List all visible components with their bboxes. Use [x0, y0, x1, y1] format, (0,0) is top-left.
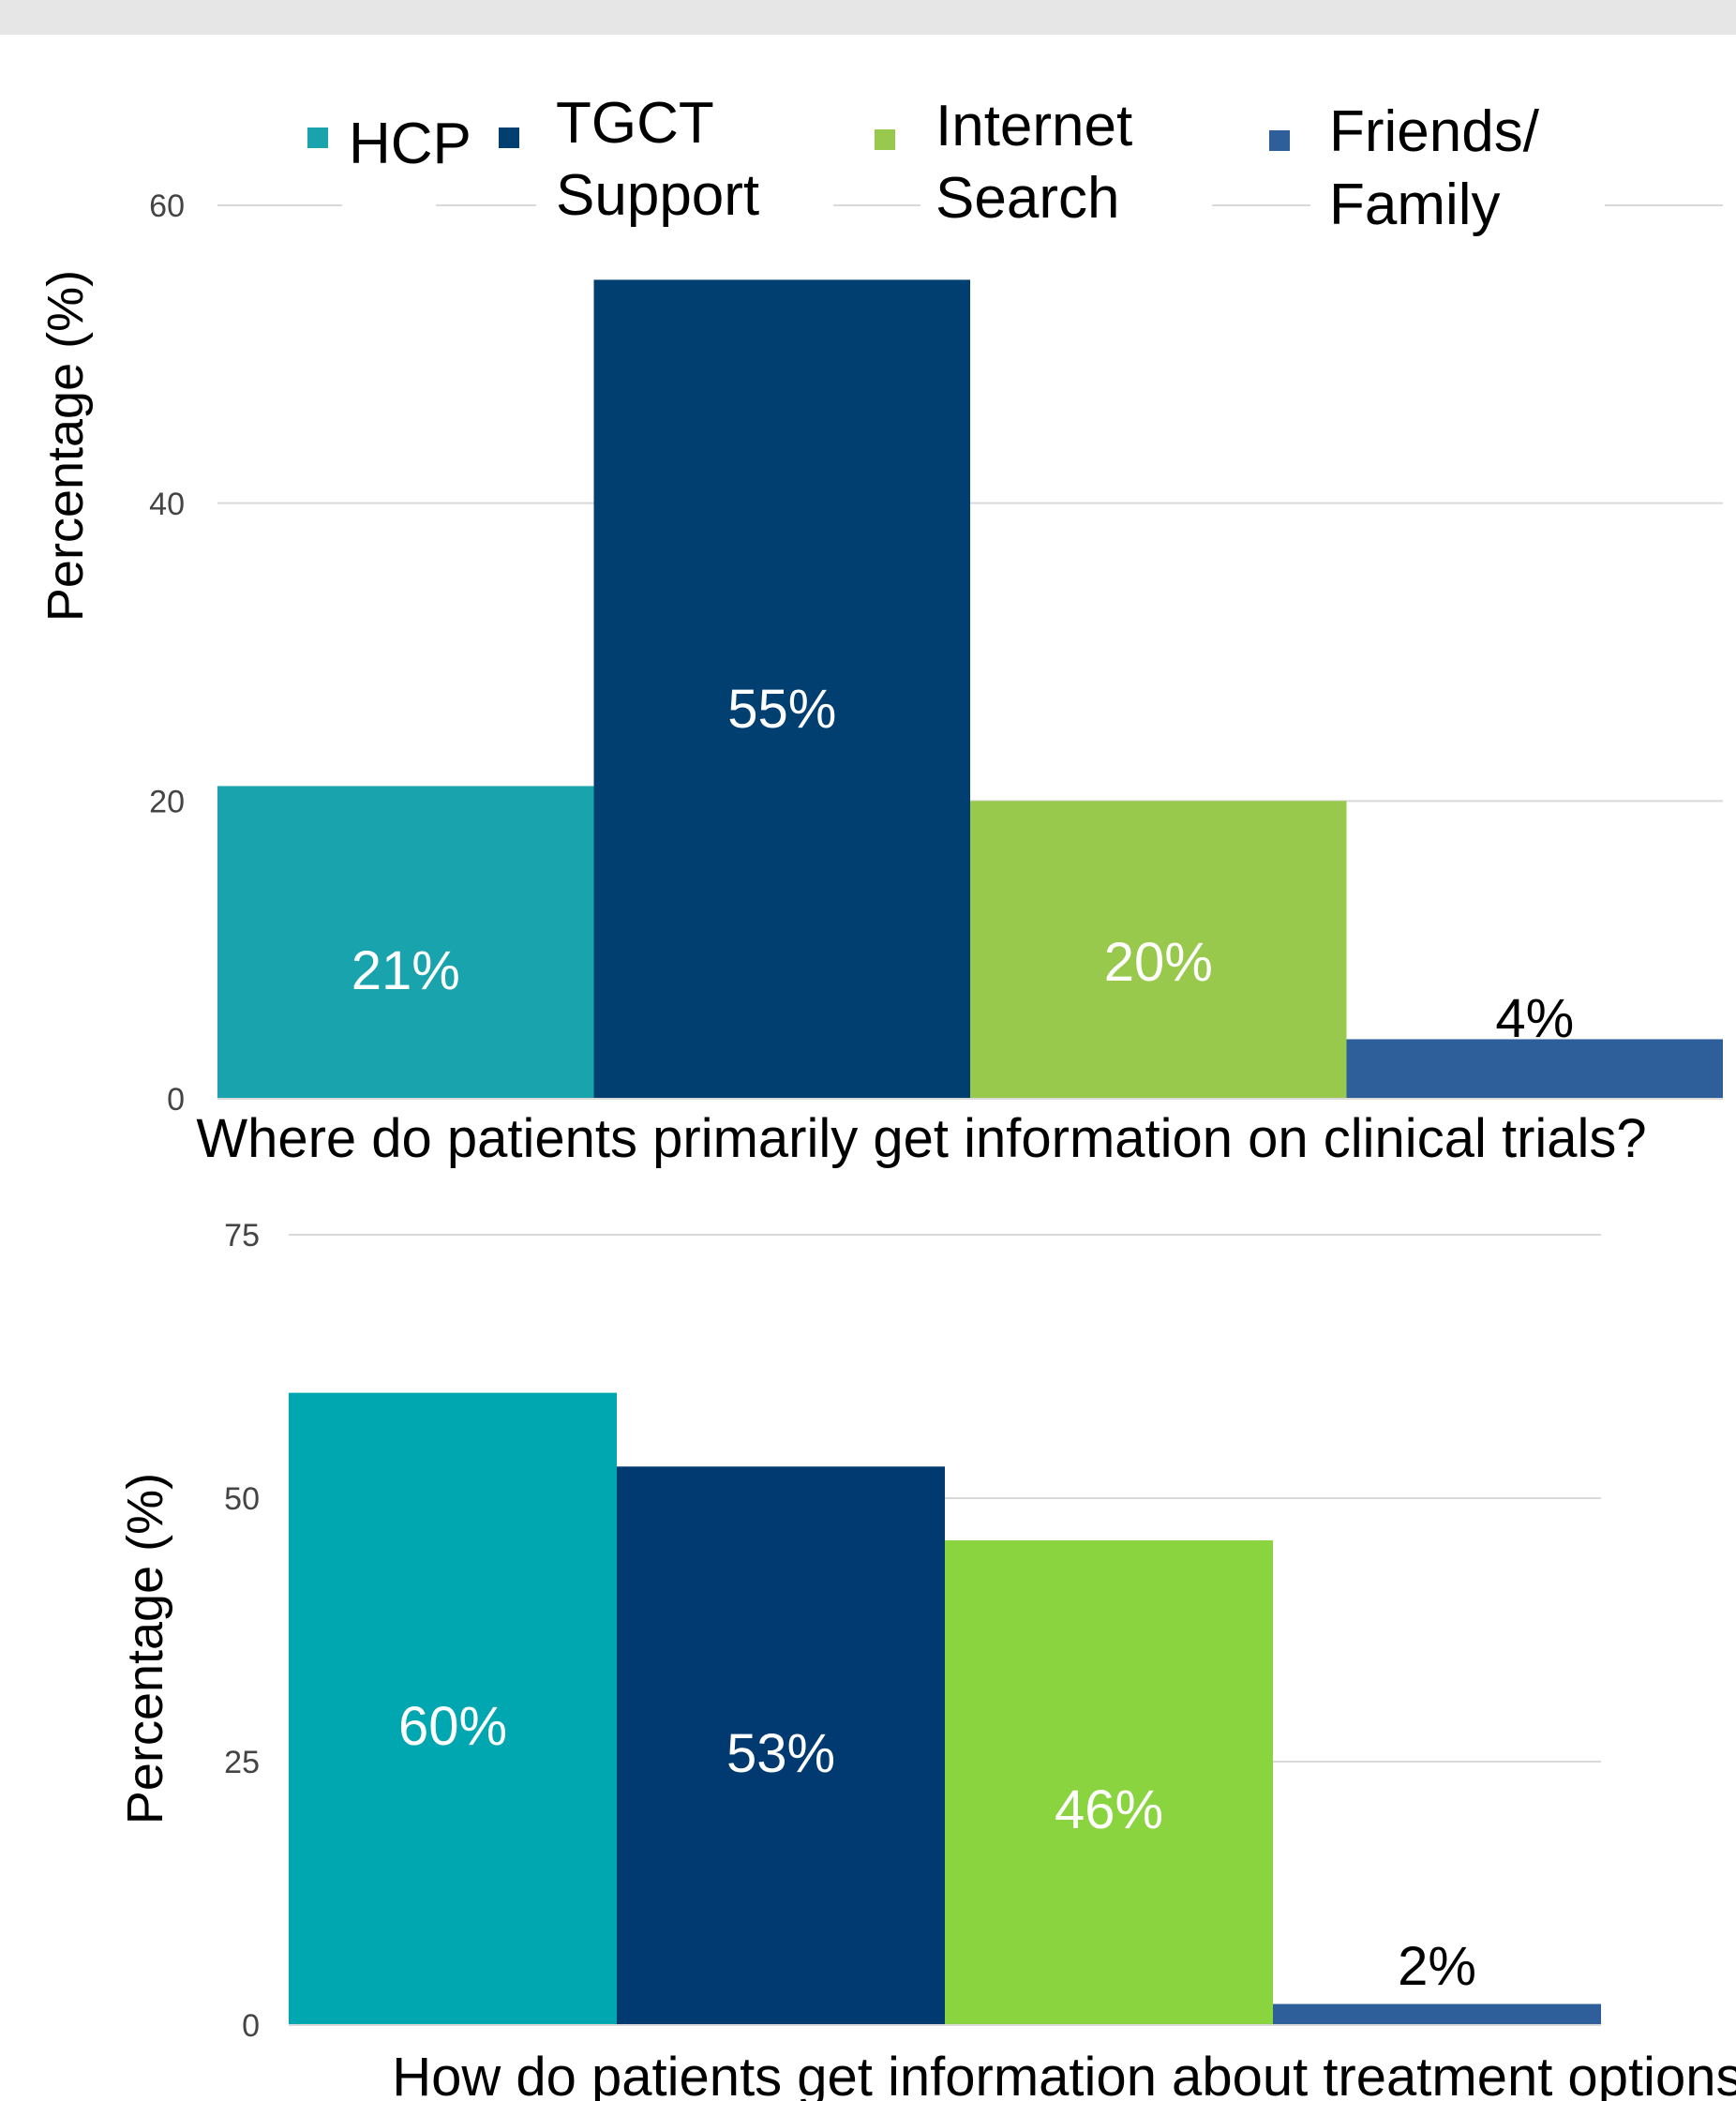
bar-2 [945, 1539, 1273, 2025]
bar-1 [593, 279, 970, 1100]
y-tick-label: 40 [149, 487, 185, 522]
bar-0 [289, 1392, 617, 2025]
y-tick-label: 75 [224, 1218, 260, 1253]
legend-swatch [307, 128, 328, 148]
legend-label: Friends/ [1329, 99, 1540, 164]
data-label: 60% [398, 1696, 507, 1757]
y-tick-label: 0 [167, 1082, 185, 1118]
y-axis-title: Percentage (%) [37, 270, 94, 622]
bar-2 [970, 801, 1347, 1099]
chart-clinical-trials: 0 20 40 60 21% 55% 20% 4% Percentage (%) Where do… [37, 91, 1723, 1169]
legend-swatch [1269, 130, 1290, 151]
bar-3 [1346, 1039, 1723, 1099]
bar-3 [1273, 2003, 1601, 2025]
bar-0 [217, 786, 594, 1099]
legend-label: HCP [349, 112, 471, 176]
data-label: 21% [352, 940, 460, 1001]
legend-label: Support [556, 163, 759, 228]
data-label: 2% [1398, 1936, 1476, 1997]
y-tick-label: 50 [224, 1481, 260, 1517]
legend-swatch [499, 128, 519, 148]
x-axis-title: How do patients get information about tr… [392, 2047, 1736, 2101]
y-tick-label: 20 [149, 785, 185, 820]
y-tick-label: 25 [224, 1745, 260, 1780]
y-tick-label: 0 [242, 2008, 260, 2044]
legend-label: Internet [935, 94, 1132, 158]
y-tick-label: 60 [149, 188, 185, 224]
data-label: 4% [1495, 988, 1574, 1049]
top-strip [0, 0, 1736, 35]
data-label: 53% [726, 1723, 835, 1784]
bar-1 [617, 1466, 945, 2025]
legend-label: TGCT [556, 91, 714, 156]
data-label: 55% [727, 679, 836, 740]
x-axis-title: Where do patients primarily get informat… [196, 1108, 1646, 1169]
data-label: 46% [1055, 1779, 1163, 1840]
legend-label: Family [1329, 173, 1501, 237]
legend-label: Search [935, 166, 1119, 231]
legend-swatch [875, 129, 895, 150]
data-label: 20% [1104, 932, 1213, 993]
y-axis-title: Percentage (%) [117, 1473, 173, 1824]
